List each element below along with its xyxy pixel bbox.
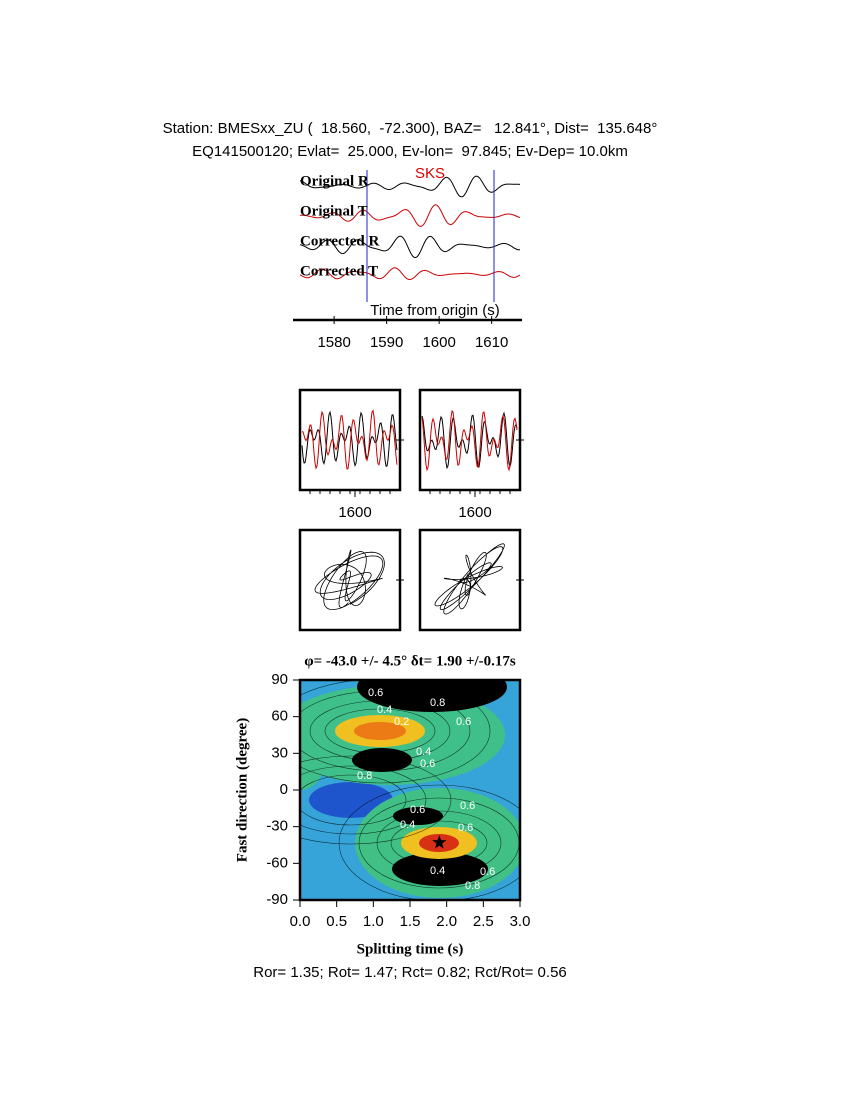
panel [298, 528, 402, 632]
contour-label: 0.6 [460, 800, 475, 812]
y-tick-label: 60 [271, 708, 288, 725]
panel [418, 388, 522, 492]
trace-label: Corrected T [300, 263, 378, 279]
waveform [301, 409, 398, 470]
trace-label: Corrected R [300, 233, 379, 249]
contour-label: 0.6 [456, 716, 471, 728]
x-tick-label: 1600 [422, 334, 455, 351]
y-tick-label: -60 [266, 854, 288, 871]
contour-label: 0.6 [420, 758, 435, 770]
x-tick-label: 1580 [317, 334, 350, 351]
contour-label: 0.6 [458, 822, 473, 834]
y-tick-label: -90 [266, 891, 288, 908]
waveform [299, 175, 521, 198]
time-axis-label: Time from origin (s) [370, 302, 499, 319]
y-tick-label: -30 [266, 818, 288, 835]
x-tick-label: 1610 [475, 334, 508, 351]
station-line: Station: BMESxx_ZU ( 18.560, -72.300), B… [163, 120, 658, 137]
contour-label: 0.6 [368, 687, 383, 699]
x-tick-label: 3.0 [510, 913, 531, 930]
contour-label: 0.8 [430, 697, 445, 709]
result-title: φ= -43.0 +/- 4.5° δt= 1.90 +/-0.17s [304, 653, 516, 669]
waveform [300, 204, 521, 227]
contour-label: 0.2 [394, 716, 409, 728]
x-tick-label: 0.0 [290, 913, 311, 930]
contour-label: 0.4 [430, 865, 445, 877]
contour-label: 0.8 [465, 880, 480, 892]
panel [418, 528, 522, 632]
x-tick-label: 1590 [370, 334, 403, 351]
contour-label: 0.4 [400, 819, 415, 831]
contour-label: 0.8 [357, 770, 372, 782]
particle-motion [434, 543, 505, 615]
x-tick-label: 1.5 [400, 913, 421, 930]
contour-label: 0.6 [410, 804, 425, 816]
trace-label: Original T [300, 203, 368, 219]
contour-label: 0.4 [377, 704, 392, 716]
waveform [421, 411, 518, 470]
contour-label: 0.6 [480, 866, 495, 878]
best-fit-star [432, 835, 447, 849]
y-tick-label: 30 [271, 744, 288, 761]
waveform [299, 235, 520, 259]
phase-label: SKS [415, 165, 445, 182]
y-tick-label: 0 [280, 781, 288, 798]
x-tick-label: 0.5 [326, 913, 347, 930]
footer: Ror= 1.35; Rot= 1.47; Rct= 0.82; Rct/Rot… [253, 964, 567, 981]
x-tick-label: 1600 [338, 504, 371, 521]
event-line: EQ141500120; Evlat= 25.000, Ev-lon= 97.8… [192, 143, 628, 160]
waveform [299, 267, 521, 280]
contour-label: 0.4 [416, 746, 431, 758]
x-tick-label: 1600 [458, 504, 491, 521]
particle-motion [314, 549, 385, 611]
x-axis-label: Splitting time (s) [357, 941, 464, 957]
y-axis-label: Fast direction (degree) [234, 718, 250, 862]
trace-label: Original R [300, 173, 369, 189]
x-tick-label: 2.0 [436, 913, 457, 930]
waveform [421, 410, 518, 472]
panel [298, 388, 402, 492]
x-tick-label: 1.0 [363, 913, 384, 930]
y-tick-label: 90 [271, 671, 288, 688]
waveform [301, 410, 398, 468]
x-tick-label: 2.5 [473, 913, 494, 930]
misfit-map [300, 680, 520, 900]
